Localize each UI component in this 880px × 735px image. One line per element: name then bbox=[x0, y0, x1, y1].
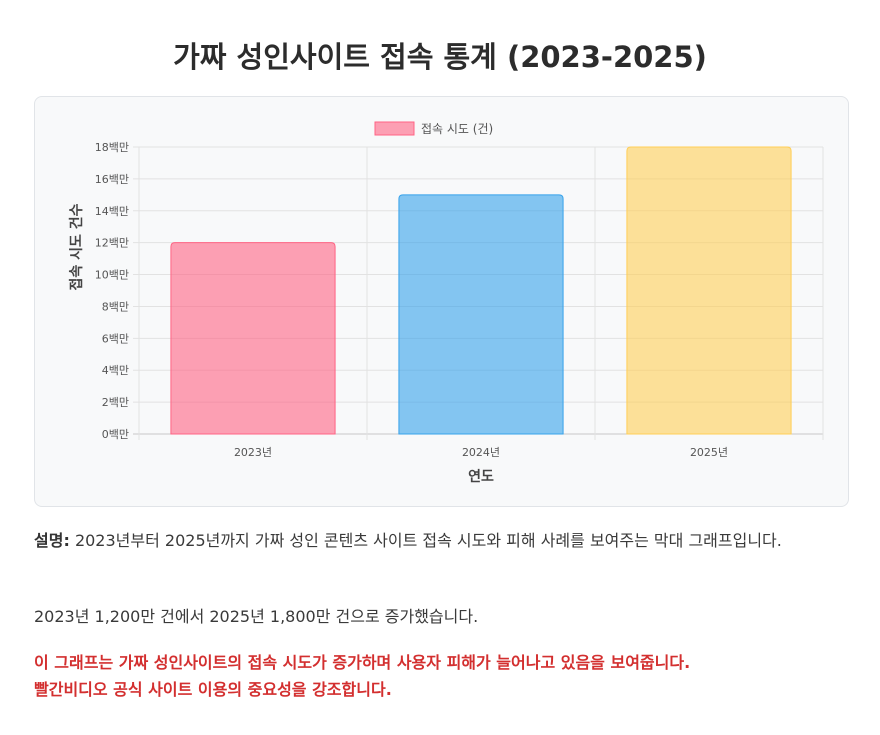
y-tick-label: 8백만 bbox=[102, 300, 129, 313]
bar-chart: 0백만 2백만 4백만 6백만 8백만 10백만 12백만 14백만 16백만 18백만 2023년… bbox=[68, 121, 824, 485]
x-axis-label: 연도 bbox=[468, 469, 494, 485]
description-paragraph: 설명: 2023년부터 2025년까지 가짜 성인 콘텐츠 사이트 접속 시도와… bbox=[34, 528, 849, 553]
page-title: 가짜 성인사이트 접속 통계 (2023-2025) bbox=[173, 40, 707, 74]
bar-2024년 bbox=[398, 194, 564, 435]
y-tick-label: 4백만 bbox=[102, 364, 129, 377]
y-tick-label: 12백만 bbox=[95, 237, 129, 250]
legend-swatch[interactable] bbox=[374, 121, 415, 136]
y-tick-label: 2백만 bbox=[102, 396, 129, 409]
y-tick-label: 6백만 bbox=[102, 332, 129, 345]
legend-label[interactable]: 접속 시도 (건) bbox=[421, 122, 493, 136]
bar-2023년 bbox=[170, 242, 336, 435]
y-tick-label: 16백만 bbox=[95, 173, 129, 186]
x-tick-label: 2025년 bbox=[690, 446, 728, 459]
warning-line-2: 빨간비디오 공식 사이트 이용의 중요성을 강조합니다. bbox=[34, 680, 392, 699]
chart-container: 0백만 2백만 4백만 6백만 8백만 10백만 12백만 14백만 16백만 18백만 2023년… bbox=[34, 96, 849, 507]
x-tick-label: 2023년 bbox=[234, 446, 272, 459]
y-tick-label: 18백만 bbox=[95, 141, 129, 154]
y-axis-label: 접속 시도 건수 bbox=[68, 203, 85, 290]
description-summary: 2023년 1,200만 건에서 2025년 1,800만 건으로 증가했습니다… bbox=[34, 607, 479, 626]
y-tick-label: 10백만 bbox=[95, 269, 129, 282]
description-text: 2023년부터 2025년까지 가짜 성인 콘텐츠 사이트 접속 시도와 피해 … bbox=[74, 531, 782, 550]
x-tick-label: 2024년 bbox=[462, 446, 500, 459]
y-tick-label: 0백만 bbox=[102, 428, 129, 441]
bar-2025년 bbox=[626, 146, 792, 435]
y-tick-label: 14백만 bbox=[95, 205, 129, 218]
description-label: 설명: bbox=[34, 531, 70, 550]
warning-line-1: 이 그래프는 가짜 성인사이트의 접속 시도가 증가하며 사용자 피해가 늘어나… bbox=[34, 653, 691, 672]
